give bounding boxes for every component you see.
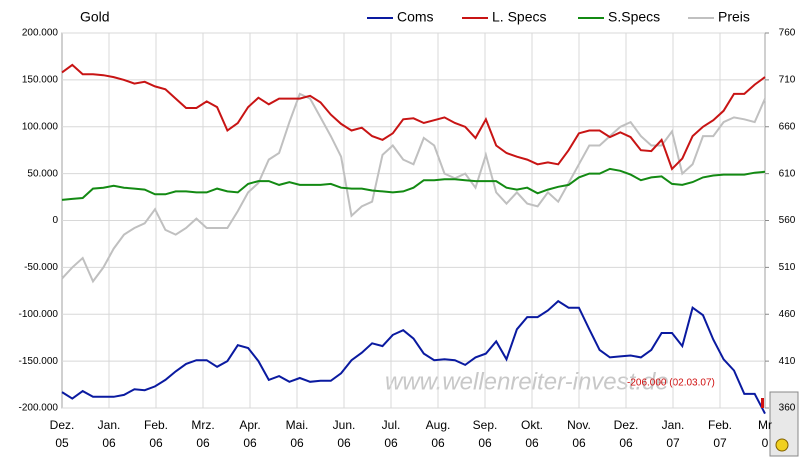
- series-line: [61, 299, 766, 415]
- x-tick-label: 06: [149, 436, 163, 450]
- y2-tick-label: 360: [779, 403, 796, 414]
- legend-label: Preis: [718, 9, 750, 25]
- x-tick-label: 05: [55, 436, 69, 450]
- series-line: [61, 167, 766, 201]
- y2-tick-label: 660: [779, 121, 796, 132]
- y-tick-label: 50.000: [27, 168, 58, 179]
- x-tick-label: Sep.: [473, 418, 498, 432]
- y2-tick-label: 410: [779, 356, 796, 367]
- x-tick-label: 06: [431, 436, 445, 450]
- x-tick-label: Aug.: [426, 418, 451, 432]
- x-tick-label: Jul.: [382, 418, 401, 432]
- y-tick-label: 200.000: [22, 28, 59, 39]
- y-tick-label: 100.000: [22, 121, 59, 132]
- series-line: [61, 92, 766, 284]
- annotation: -206.000 (02.03.07): [627, 378, 715, 389]
- legend-label: Coms: [397, 9, 434, 25]
- x-tick-label: 06: [525, 436, 539, 450]
- x-tick-label: 06: [384, 436, 398, 450]
- x-tick-label: 06: [572, 436, 586, 450]
- x-tick-label: 06: [619, 436, 633, 450]
- x-tick-label: 07: [713, 436, 727, 450]
- y2-tick-label: 710: [779, 75, 796, 86]
- chart-title: Gold: [80, 9, 110, 25]
- watermark: www.wellenreiter-invest.de: [385, 368, 669, 395]
- y2-tick-label: 460: [779, 309, 796, 320]
- y-tick-label: 150.000: [22, 75, 59, 86]
- x-tick-label: 06: [478, 436, 492, 450]
- y-tick-label: 0: [52, 215, 58, 226]
- y-tick-label: -150.000: [19, 356, 59, 367]
- x-tick-label: Jan.: [662, 418, 685, 432]
- x-tick-label: Okt.: [521, 418, 543, 432]
- series-line: [61, 63, 766, 171]
- corner-icon: [769, 391, 799, 457]
- y2-tick-label: 760: [779, 28, 796, 39]
- legend-label: L. Specs: [492, 9, 546, 25]
- x-tick-label: 06: [290, 436, 304, 450]
- x-tick-label: Apr.: [239, 418, 260, 432]
- x-tick-label: Mai.: [286, 418, 309, 432]
- y2-tick-label: 510: [779, 262, 796, 273]
- x-tick-label: Dez.: [614, 418, 639, 432]
- end-marker: [761, 398, 764, 408]
- x-tick-label: Mr: [758, 418, 772, 432]
- y-tick-label: -50.000: [24, 262, 58, 273]
- y-tick-label: -200.000: [19, 403, 59, 414]
- legend-label: S.Specs: [608, 9, 660, 25]
- x-tick-label: Jan.: [98, 418, 121, 432]
- x-tick-label: 0: [762, 436, 769, 450]
- x-tick-label: Feb.: [144, 418, 168, 432]
- y2-tick-label: 560: [779, 215, 796, 226]
- x-tick-label: 07: [666, 436, 680, 450]
- x-tick-label: 06: [337, 436, 351, 450]
- x-tick-label: Jun.: [333, 418, 356, 432]
- x-tick-label: Nov.: [567, 418, 591, 432]
- x-tick-label: 06: [243, 436, 257, 450]
- x-tick-label: Mrz.: [191, 418, 214, 432]
- y-tick-label: -100.000: [19, 309, 59, 320]
- y2-tick-label: 610: [779, 168, 796, 179]
- x-tick-label: Dez.: [50, 418, 75, 432]
- x-tick-label: 06: [102, 436, 116, 450]
- x-tick-label: 06: [196, 436, 210, 450]
- x-tick-label: Feb.: [708, 418, 732, 432]
